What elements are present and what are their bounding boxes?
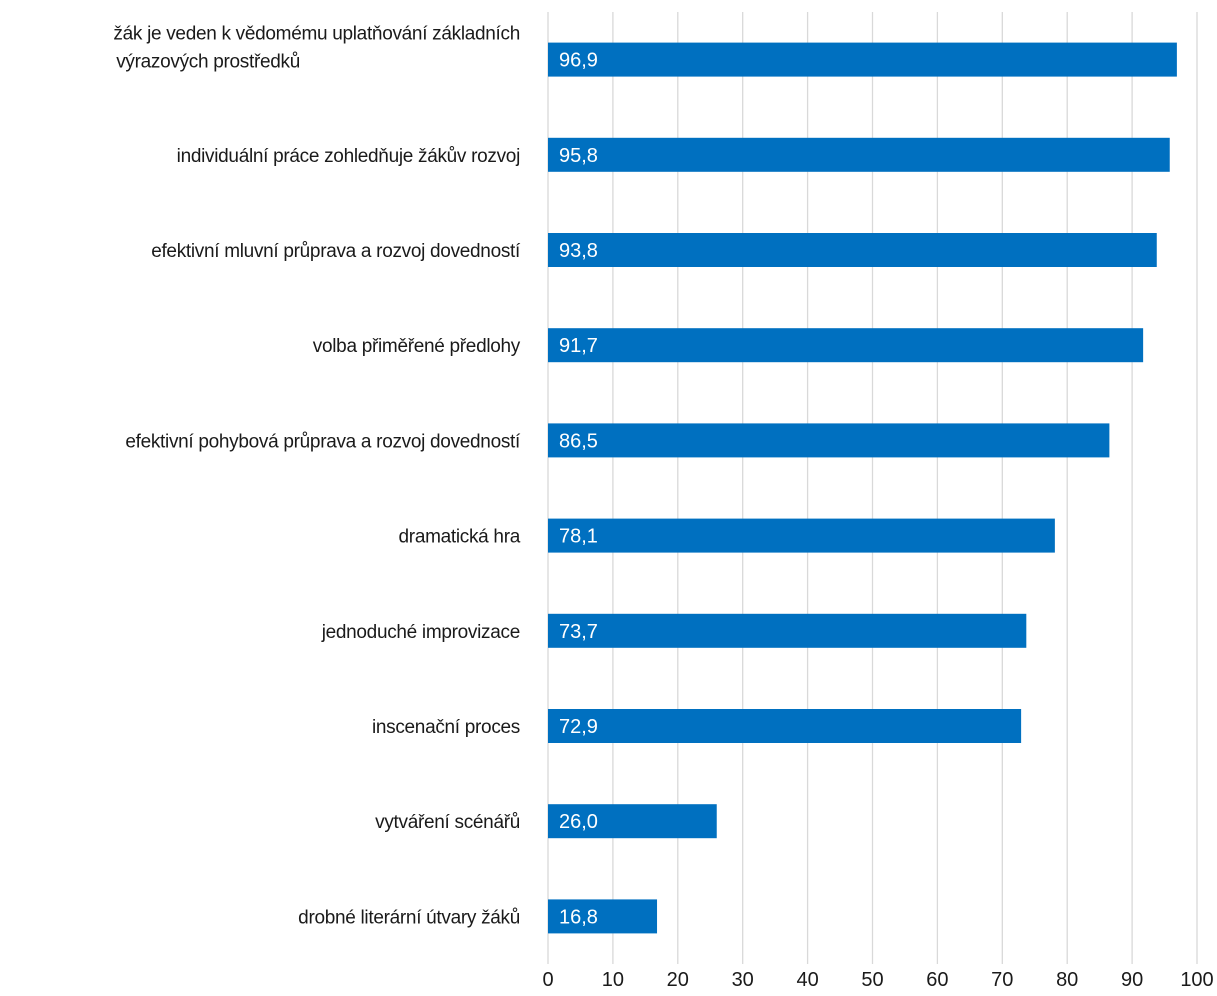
category-label-line: výrazových prostředků <box>116 52 300 73</box>
bar <box>548 899 658 934</box>
data-label: 95,8 <box>559 145 598 167</box>
category-label: volba přiměřené předlohy <box>313 336 521 357</box>
data-label: 91,7 <box>559 335 598 357</box>
data-label: 93,8 <box>559 240 598 262</box>
bar <box>548 804 717 839</box>
data-label: 96,9 <box>559 50 598 72</box>
data-label: 86,5 <box>559 430 598 452</box>
category-label: vytváření scénářů <box>375 812 520 833</box>
category-label: dramatická hra <box>399 527 521 548</box>
x-tick-label: 60 <box>926 969 948 991</box>
bar <box>548 328 1144 363</box>
category-label-line: žák je veden k vědomému uplatňování zákl… <box>113 24 520 45</box>
bar <box>548 709 1022 743</box>
data-label: 78,1 <box>559 526 598 548</box>
bar <box>548 518 1055 553</box>
x-tick-label: 100 <box>1180 969 1213 991</box>
x-tick-label: 20 <box>667 969 689 991</box>
x-tick-label: 70 <box>991 969 1013 991</box>
category-label: žák je veden k vědomému uplatňování zákl… <box>113 24 520 73</box>
category-label: drobné literární útvary žáků <box>298 907 520 928</box>
bar <box>548 42 1177 77</box>
bar <box>548 423 1110 458</box>
category-label: inscenační proces <box>372 717 520 738</box>
x-tick-label: 90 <box>1121 969 1143 991</box>
category-label: efektivní mluvní průprava a rozvoj doved… <box>151 241 521 262</box>
data-label: 16,8 <box>559 906 598 928</box>
x-tick-label: 30 <box>732 969 754 991</box>
x-tick-label: 10 <box>602 969 624 991</box>
bar <box>548 613 1027 648</box>
data-label: 26,0 <box>559 811 598 833</box>
category-label: jednoduché improvizace <box>321 622 520 643</box>
x-tick-label: 0 <box>542 969 553 991</box>
x-tick-label: 80 <box>1056 969 1078 991</box>
data-label: 73,7 <box>559 621 598 643</box>
category-label: efektivní pohybová průprava a rozvoj dov… <box>125 431 521 452</box>
category-label: individuální práce zohledňuje žákův rozv… <box>177 146 520 167</box>
x-tick-label: 50 <box>861 969 883 991</box>
data-label: 72,9 <box>559 716 598 738</box>
bar <box>548 137 1170 172</box>
x-tick-label: 40 <box>796 969 818 991</box>
bar <box>548 233 1157 267</box>
